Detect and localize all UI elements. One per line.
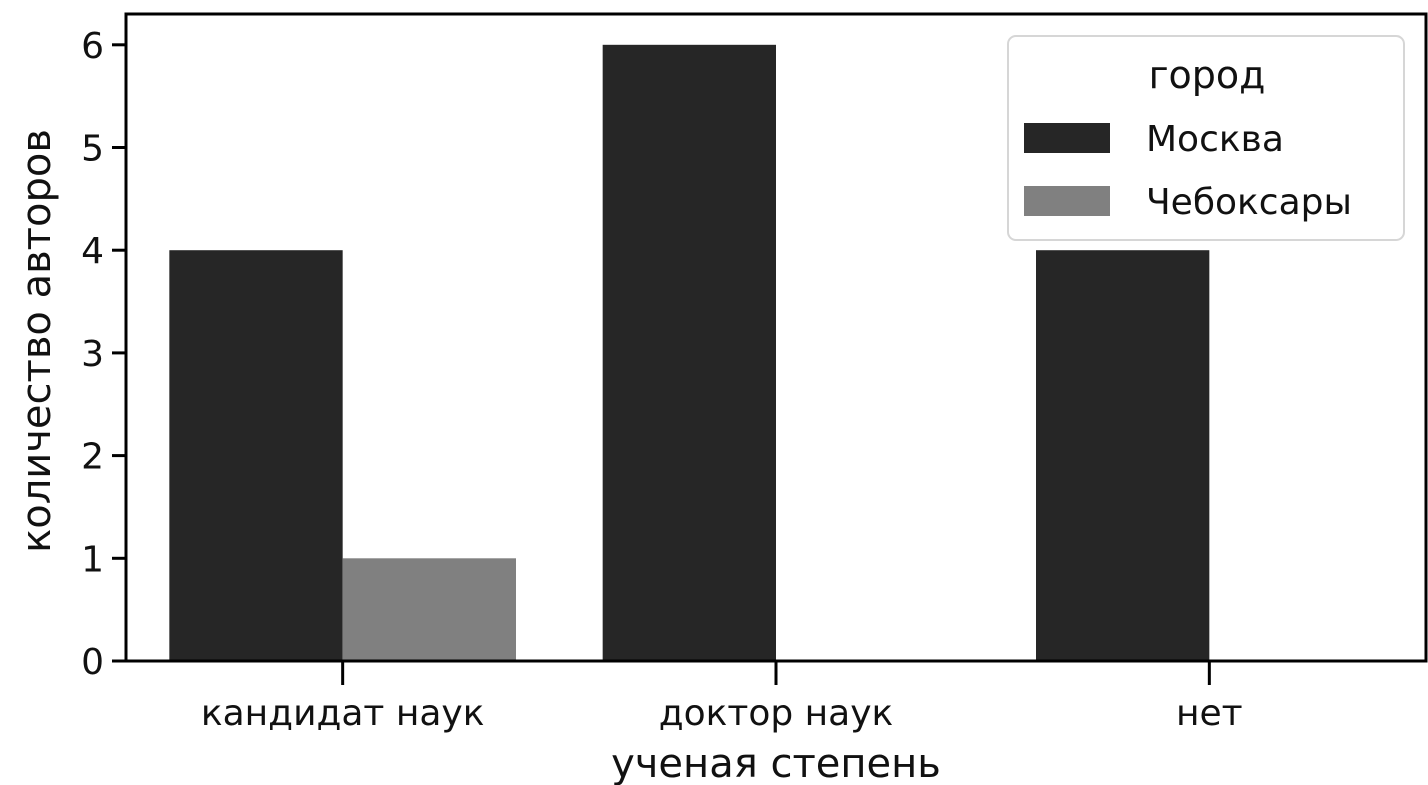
y-tick-label: 6: [81, 26, 104, 67]
y-tick-label: 5: [81, 129, 104, 170]
x-axis-title: ученая степень: [611, 741, 941, 785]
y-tick-label: 1: [81, 539, 104, 580]
legend-title: город: [1149, 53, 1266, 97]
legend-label: Чебоксары: [1146, 182, 1352, 223]
bar: [602, 44, 776, 662]
y-axis-title: количество авторов: [14, 129, 60, 553]
legend: город Москва Чебоксары: [1007, 35, 1405, 241]
axes-group: 0 1 2 3 4 5 6 кандидат наук доктор наук нет: [81, 12, 1428, 734]
y-tick-label: 3: [81, 334, 104, 375]
y-tick-label: 4: [81, 231, 104, 272]
y-tick-label: 0: [81, 642, 104, 683]
x-tick-label: кандидат наук: [201, 693, 485, 734]
x-tick-label: доктор наук: [659, 693, 894, 734]
legend-swatch: [1024, 123, 1110, 153]
bars-group: [169, 44, 1210, 662]
legend-label: Москва: [1146, 119, 1284, 160]
y-tick-label: 2: [81, 437, 104, 478]
bar: [1036, 250, 1210, 661]
x-tick-label: нет: [1176, 693, 1243, 734]
legend-swatch: [1024, 186, 1110, 216]
bar: [342, 558, 516, 661]
bar: [169, 250, 343, 661]
